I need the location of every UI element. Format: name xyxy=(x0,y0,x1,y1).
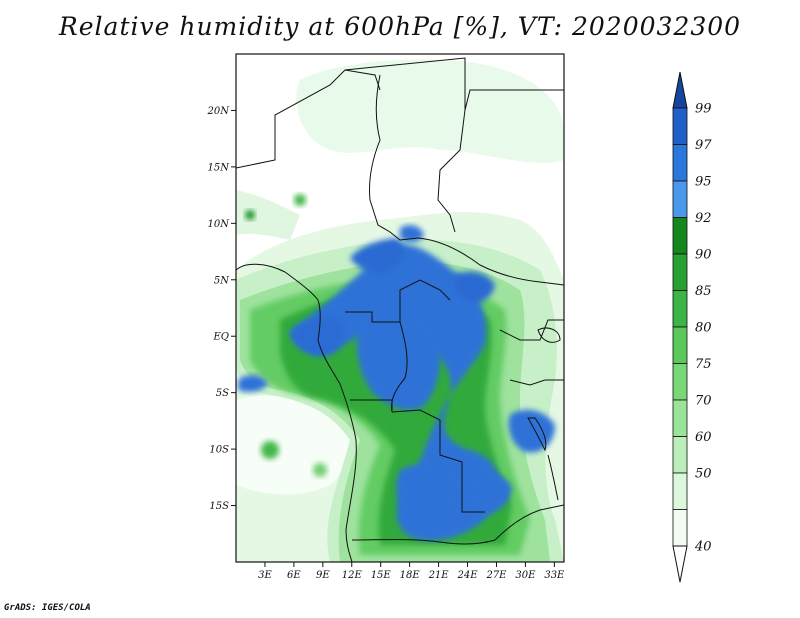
lon-label: 6E xyxy=(287,570,301,581)
colorbar-label: 50 xyxy=(695,467,712,482)
border-i xyxy=(391,409,485,513)
map-frame xyxy=(235,53,565,563)
colorbar-label: 60 xyxy=(695,430,712,445)
colorbar-segment xyxy=(672,399,688,437)
colorbar-segment xyxy=(672,144,688,182)
colorbar-label: 92 xyxy=(695,211,712,226)
rh-95-west xyxy=(290,317,346,357)
border-f xyxy=(417,237,564,286)
lon-label: 12E xyxy=(342,570,363,581)
lat-label: 5N xyxy=(214,275,230,286)
longitude-axis: 3E 6E 9E 12E 15E 18E 21E 24E 27E 30E 33E xyxy=(258,562,565,581)
colorbar-label: 95 xyxy=(695,175,712,190)
lat-label: 5S xyxy=(216,388,229,399)
border-l xyxy=(499,319,564,341)
colorbar-segment xyxy=(672,253,688,291)
border-e xyxy=(437,109,466,233)
colorbar-segment xyxy=(672,509,688,547)
lon-label: 24E xyxy=(457,570,479,581)
colorbar-segment xyxy=(672,363,688,401)
colorbar-label: 80 xyxy=(695,321,712,336)
colorbar-segment xyxy=(672,472,688,510)
rh-95-west-coast xyxy=(238,375,268,392)
rh-40-west xyxy=(236,190,300,240)
grads-credit: GrADS: IGES/COLA xyxy=(4,603,91,613)
lon-label: 33E xyxy=(544,570,565,581)
rh-95-core xyxy=(290,244,505,541)
lat-label: EQ xyxy=(213,332,230,343)
rh-95-north xyxy=(350,238,405,274)
lake-tanganyika xyxy=(527,417,547,452)
colorbar-segment xyxy=(672,290,688,328)
lat-label: 15N xyxy=(208,162,231,173)
lon-label: 15E xyxy=(371,570,392,581)
colorbar-segment xyxy=(672,436,688,474)
colorbar-bottom-arrow xyxy=(672,545,688,583)
lon-label: 30E xyxy=(515,570,536,581)
colorbar-top-arrow xyxy=(672,71,688,109)
rh-95-lakes xyxy=(508,409,555,453)
border-a xyxy=(236,69,381,169)
latitude-axis: 20N 15N 10N 5N EQ 5S 10S 15S xyxy=(207,106,236,512)
rh-95-east xyxy=(453,271,495,303)
lon-label: 18E xyxy=(400,570,421,581)
border-d xyxy=(369,199,419,241)
border-k xyxy=(351,539,496,545)
border-n xyxy=(494,504,564,541)
colorbar-segment xyxy=(672,217,688,255)
colorbar-label: 90 xyxy=(695,248,712,263)
border-m xyxy=(509,379,564,386)
lat-label: 10S xyxy=(209,445,229,456)
colorbar-label: 99 xyxy=(695,102,712,117)
colorbar-label: 40 xyxy=(694,540,712,555)
border-j xyxy=(350,399,393,412)
map-title: Relative humidity at 600hPa [%], VT: 202… xyxy=(58,12,742,41)
colorbar-segment xyxy=(672,180,688,218)
border-b xyxy=(369,74,381,201)
rh-95-angola xyxy=(396,463,462,522)
lon-label: 27E xyxy=(485,570,507,581)
colorbar-segment xyxy=(672,326,688,364)
lat-label: 10N xyxy=(208,219,231,230)
colorbar-label: 97 xyxy=(695,138,712,153)
rh-40-north xyxy=(296,59,564,163)
rh-95-southeast xyxy=(468,473,512,513)
rh-95-central xyxy=(356,311,441,410)
border-g xyxy=(345,279,451,323)
colorbar-segment xyxy=(672,107,688,145)
lat-label: 20N xyxy=(207,106,231,117)
colorbar: 99 97 95 92 90 85 80 75 70 60 50 40 xyxy=(672,71,712,583)
lon-label: 9E xyxy=(316,570,330,581)
lake-malawi xyxy=(547,454,559,501)
lat-label: 15S xyxy=(209,501,229,512)
lon-label: 3E xyxy=(258,570,272,581)
coastline xyxy=(236,263,357,562)
lake-victoria xyxy=(537,327,561,343)
country-borders xyxy=(236,57,564,562)
lon-label: 21E xyxy=(428,570,450,581)
colorbar-label: 85 xyxy=(695,284,712,299)
colorbar-label: 70 xyxy=(695,394,712,409)
colorbar-label: 75 xyxy=(695,357,712,372)
